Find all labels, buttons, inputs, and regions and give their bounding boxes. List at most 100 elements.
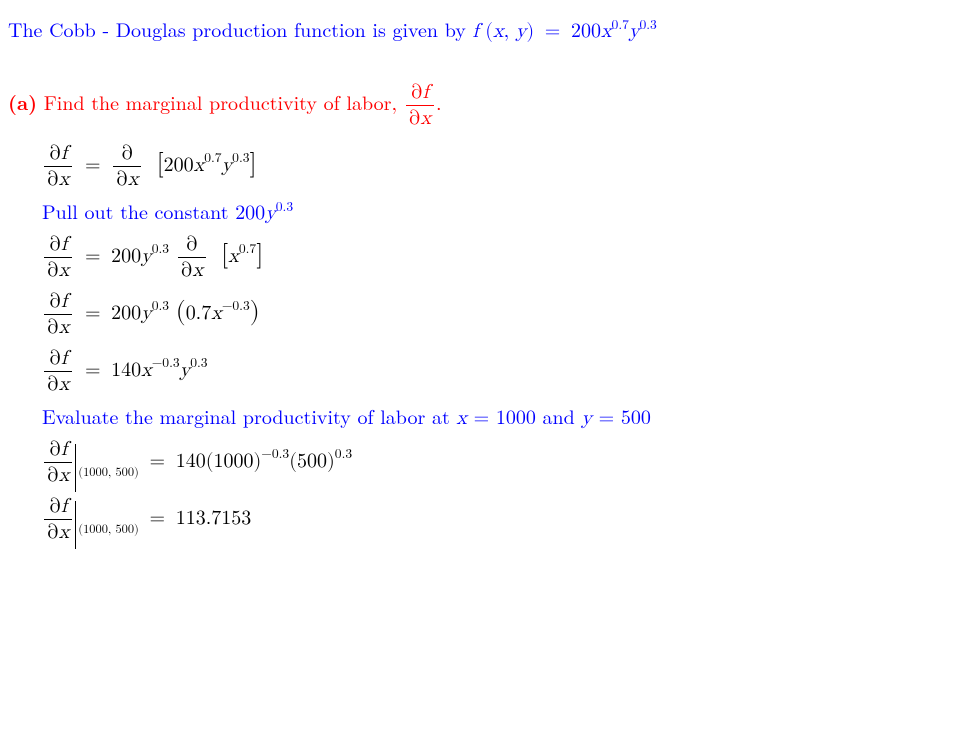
- part-a-label: (a): [8, 87, 37, 116]
- s3b: f: [61, 291, 67, 311]
- eval-step1: ∂f ∂x (1000, 500) = 140(1000)−0.3(500)0.…: [8, 437, 969, 488]
- ddx: ∂ ∂x: [113, 141, 141, 192]
- s3eq: =: [81, 303, 105, 323]
- step1-math: ∂f ∂x = ∂ ∂x [200x0.7y0.3]: [42, 141, 257, 192]
- ev-y: y: [581, 408, 592, 428]
- s4C: 140: [111, 360, 141, 380]
- e1ex1: −0.3: [261, 447, 289, 461]
- e1rp2: ): [327, 451, 335, 471]
- s4c: ∂: [47, 374, 59, 394]
- pull-constant-note: Pull out the constant 200y0.3: [8, 198, 969, 226]
- s1d: x: [59, 169, 70, 189]
- comma: ,: [504, 21, 516, 41]
- s4a: ∂: [49, 348, 61, 368]
- s3y: y: [141, 303, 152, 323]
- evy: y: [581, 408, 592, 428]
- part-a-frac: ∂f ∂x: [404, 80, 436, 131]
- e2res: 113.7153: [176, 508, 252, 528]
- e2c: ∂: [47, 522, 59, 542]
- e2b: f: [61, 496, 67, 516]
- s2b: f: [61, 234, 67, 254]
- evv2: 500: [621, 401, 651, 430]
- s4y: y: [180, 360, 191, 380]
- s3d: x: [59, 317, 70, 337]
- s1a: ∂: [49, 143, 61, 163]
- s2eq: =: [81, 246, 105, 266]
- ddx2: ∂ ∂x: [178, 232, 206, 283]
- e1c: ∂: [47, 465, 59, 485]
- s3c: ∂: [47, 317, 59, 337]
- s1lb: [: [157, 151, 164, 176]
- eveq1: =: [467, 401, 496, 430]
- s1al: 0.7: [204, 151, 221, 165]
- e1ex2: 0.3: [335, 447, 352, 461]
- s3a: ∂: [49, 291, 61, 311]
- alpha: 0.7: [612, 18, 629, 32]
- s3ex: −0.3: [222, 299, 250, 313]
- ev-x: x: [456, 408, 467, 428]
- pbe: 0.3: [276, 200, 293, 214]
- part-a-text: Find the marginal productivity of labor,: [37, 87, 404, 116]
- s3be: 0.3: [152, 299, 169, 313]
- s1rb: ]: [250, 151, 257, 176]
- s4be: 0.3: [190, 356, 207, 370]
- period: .: [436, 87, 442, 116]
- dfdx-e1: ∂f ∂x: [44, 437, 72, 488]
- s1eq: =: [81, 155, 105, 175]
- py: y: [265, 203, 276, 223]
- s3lp: (: [176, 298, 186, 324]
- e1sub: (1000, 500): [78, 467, 139, 479]
- e1xv: 1000: [214, 451, 254, 471]
- e1yv: 500: [297, 451, 327, 471]
- s2f: ∂: [181, 260, 193, 280]
- step3: ∂f ∂x = 200y0.3 (0.7 x −0.3): [8, 289, 969, 340]
- e2d: x: [59, 522, 70, 542]
- s2x: x: [228, 246, 239, 266]
- lp: (: [485, 21, 493, 41]
- dfdx3: ∂f ∂x: [44, 289, 72, 340]
- s2e: ∂: [186, 234, 198, 254]
- e2eq: =: [146, 508, 170, 528]
- f: f: [472, 21, 478, 41]
- s4d: x: [59, 374, 70, 394]
- dfdx-frac: ∂f ∂x: [406, 80, 434, 131]
- s2g: x: [192, 260, 203, 280]
- s4x: x: [141, 360, 152, 380]
- eval-step2: ∂f ∂x (1000, 500) = 113.7153: [8, 494, 969, 545]
- step4: ∂f ∂x = 140x−0.3y0.3: [8, 346, 969, 397]
- s1A: 200: [164, 155, 194, 175]
- s1b: f: [61, 143, 67, 163]
- s2rb: ]: [256, 242, 263, 267]
- ev-pre: Evaluate the marginal productivity of la…: [42, 401, 456, 430]
- s1be: 0.3: [232, 151, 249, 165]
- s1e: ∂: [121, 143, 133, 163]
- s1c: ∂: [47, 169, 59, 189]
- s3rp: ): [250, 298, 260, 324]
- e2a: ∂: [49, 496, 61, 516]
- step3-math: ∂f ∂x = 200y0.3 (0.7 x −0.3): [42, 289, 260, 340]
- s2a: ∂: [49, 234, 61, 254]
- s4ex: −0.3: [152, 356, 180, 370]
- s3A: 200: [111, 303, 141, 323]
- e2sub: (1000, 500): [78, 524, 139, 536]
- s3al: 0.7: [186, 303, 212, 323]
- s1y: y: [222, 155, 233, 175]
- d2: ∂: [409, 108, 421, 128]
- intro-math: f (x, y) = 200x0.7y0.3: [472, 21, 656, 41]
- s4eq: =: [81, 360, 105, 380]
- e1eq: =: [146, 451, 170, 471]
- eveq2: =: [592, 401, 621, 430]
- intro-line: The Cobb - Douglas production function i…: [8, 16, 969, 44]
- evx: x: [456, 408, 467, 428]
- A: 200: [571, 21, 601, 41]
- beta: 0.3: [639, 18, 656, 32]
- e1lp1: (: [206, 451, 214, 471]
- step4-math: ∂f ∂x = 140x−0.3y0.3: [42, 346, 208, 397]
- e1b: f: [61, 439, 67, 459]
- s2be: 0.3: [152, 242, 169, 256]
- evaluate-note: Evaluate the marginal productivity of la…: [8, 403, 969, 431]
- d1: ∂: [411, 82, 423, 102]
- y2: y: [629, 21, 640, 41]
- intro-text: The Cobb - Douglas production function i…: [8, 14, 472, 43]
- eval2-math: ∂f ∂x (1000, 500) = 113.7153: [42, 494, 251, 545]
